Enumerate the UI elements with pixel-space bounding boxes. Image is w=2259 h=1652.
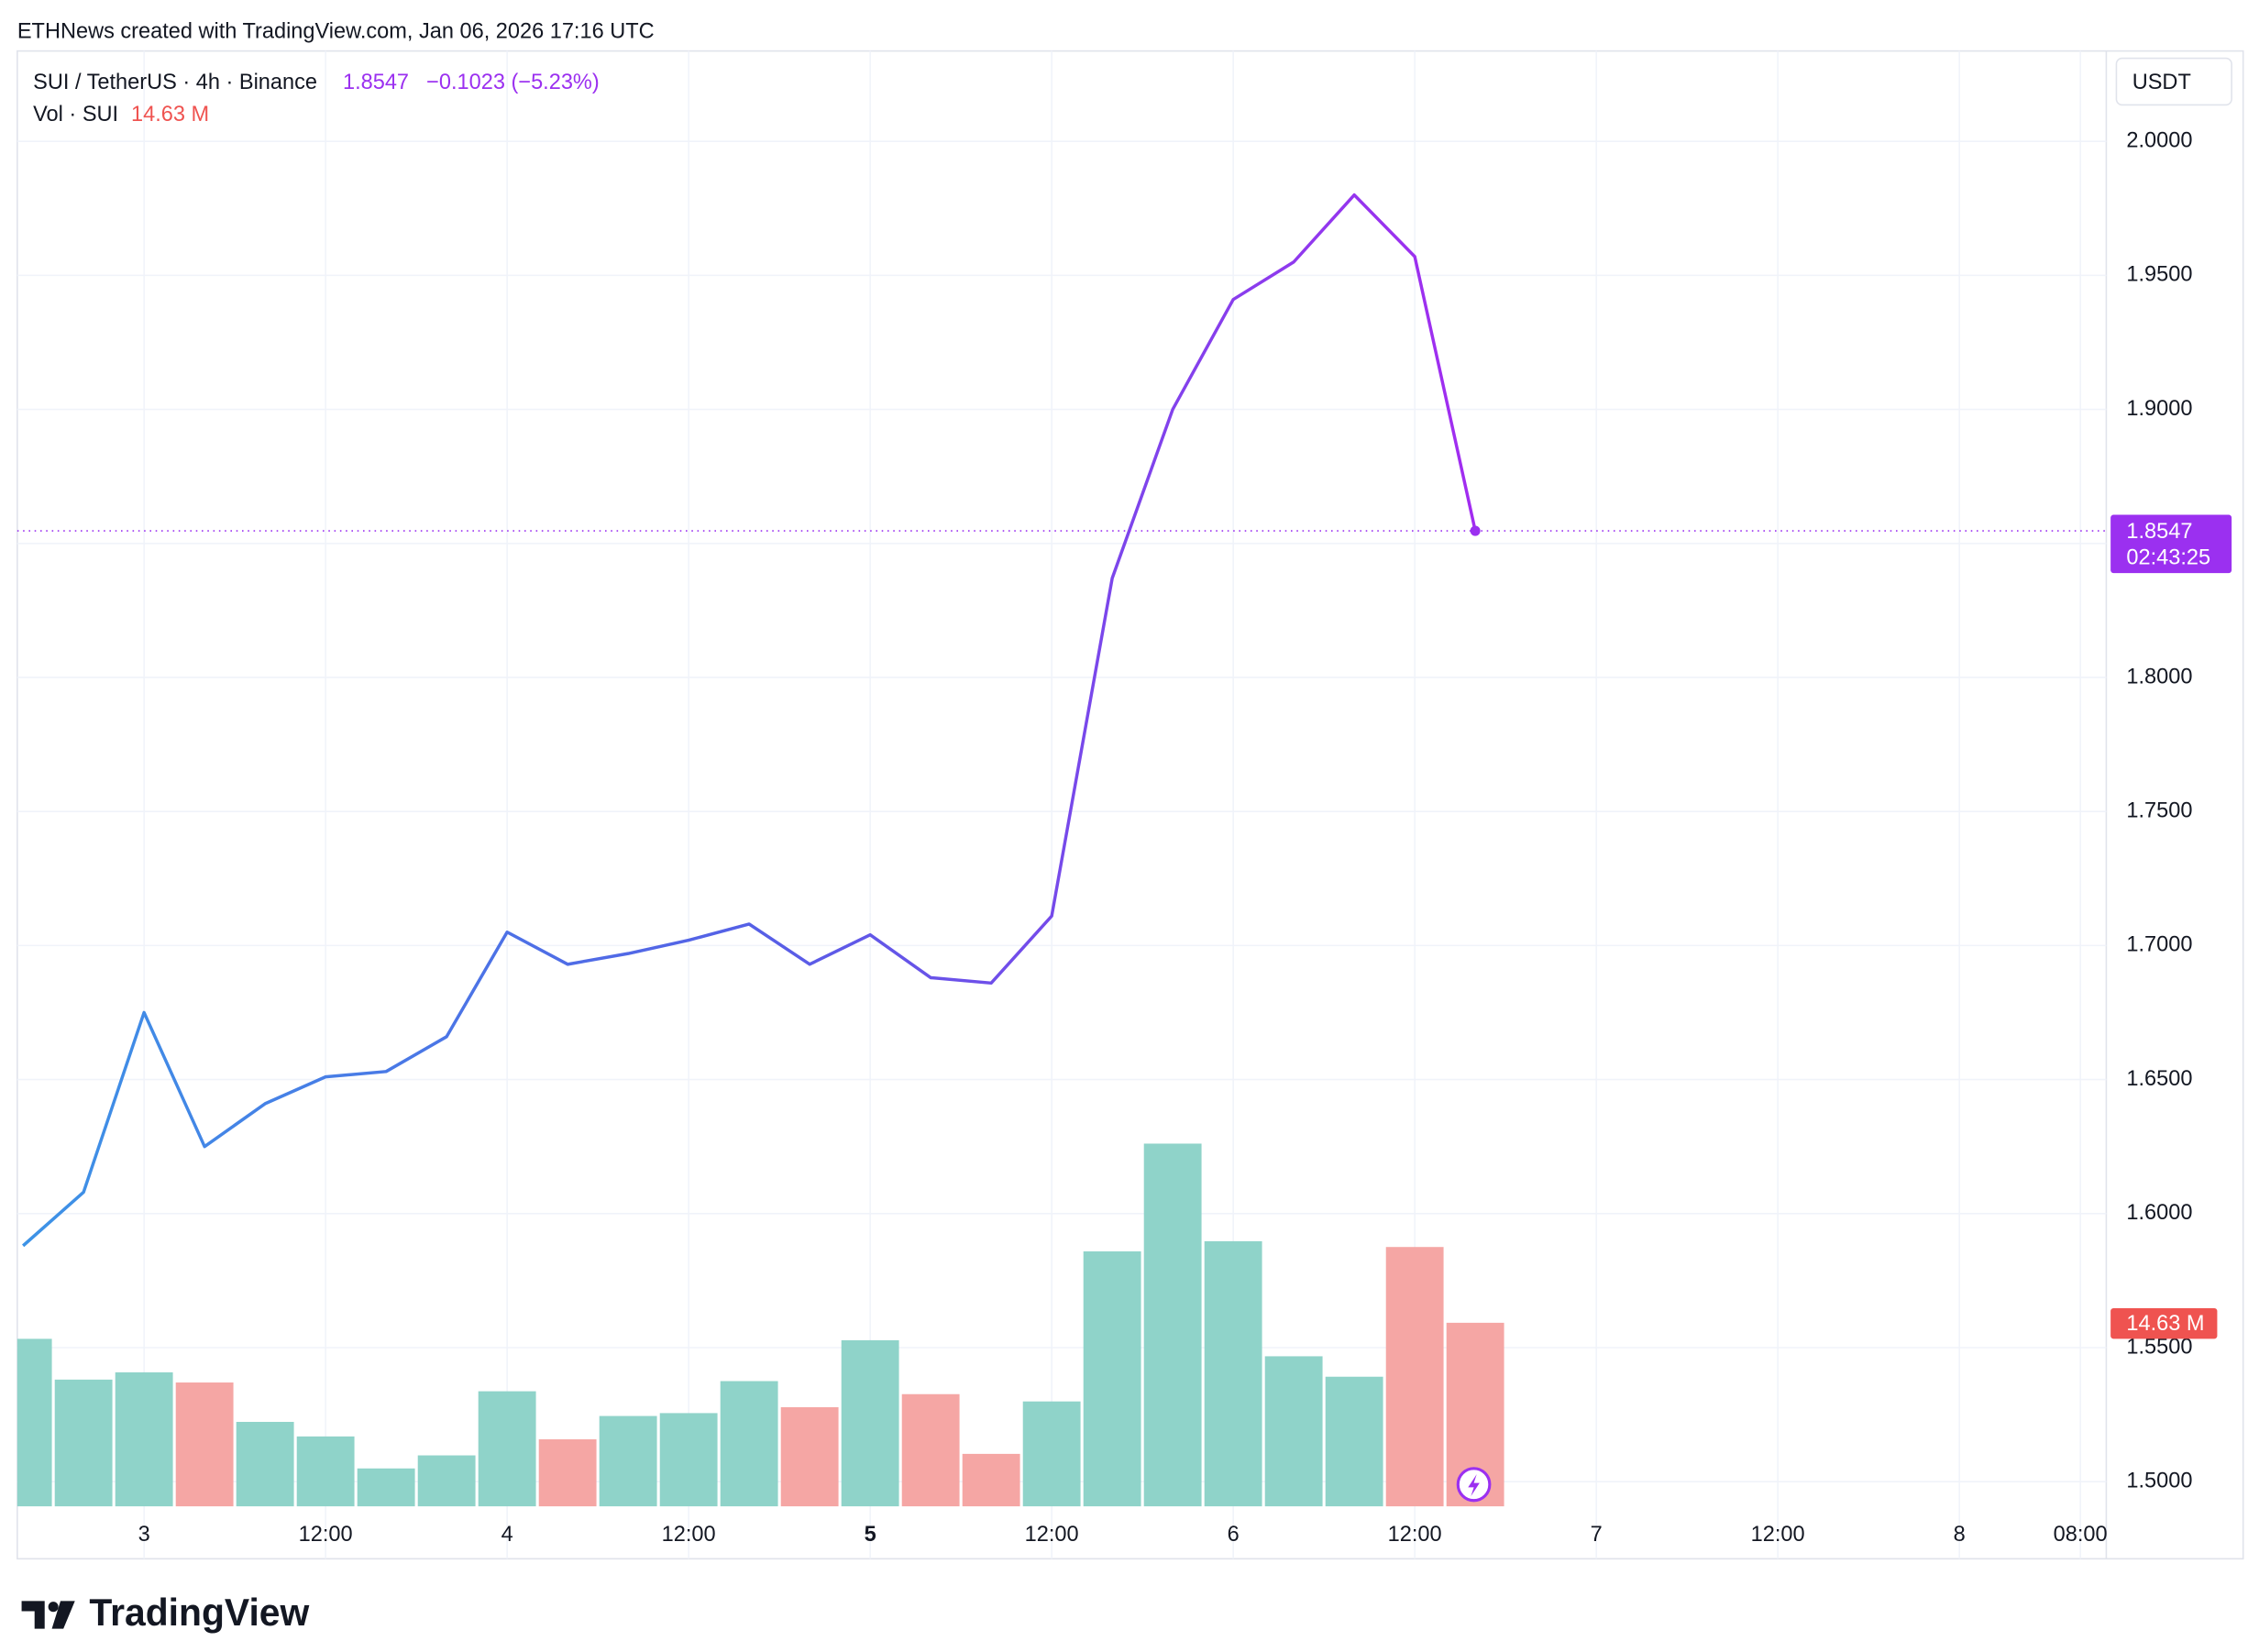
volume-bar: [1022, 1401, 1081, 1507]
currency-box[interactable]: [2115, 57, 2232, 106]
volume-bar: [901, 1393, 960, 1507]
volume-bar: [1325, 1376, 1383, 1507]
volume-bar: [1143, 1143, 1202, 1507]
price-tag: [2110, 514, 2232, 574]
y-tick-label: 1.7000: [2126, 933, 2192, 957]
volume-bar: [1083, 1251, 1141, 1507]
volume-tag-label: 14.63 M: [2126, 1312, 2204, 1336]
x-tick-label: 12:00: [1751, 1523, 1805, 1547]
x-tick-label: 5: [865, 1523, 876, 1547]
x-tick-label: 12:00: [1388, 1523, 1442, 1547]
volume-bar: [296, 1436, 355, 1507]
chart-frame: [17, 50, 2244, 1560]
volume-bar: [236, 1421, 294, 1507]
volume-bar: [115, 1371, 173, 1507]
volume-bar: [54, 1379, 113, 1507]
x-tick-label: 4: [501, 1523, 513, 1547]
countdown: 02:43:25: [2126, 545, 2210, 569]
currency[interactable]: USDT: [2132, 71, 2191, 94]
x-tick-label: 12:00: [1025, 1523, 1079, 1547]
symbol: SUI / TetherUS · 4h · Binance: [33, 71, 317, 94]
volume-bar: [659, 1413, 718, 1507]
logo-icon: [21, 1601, 75, 1629]
y-tick-label: 1.9000: [2126, 397, 2192, 421]
grid: [17, 50, 2107, 1559]
volume-bar: [417, 1455, 476, 1507]
x-tick-label: 7: [1591, 1523, 1603, 1547]
y-tick-label: 1.5000: [2126, 1469, 2192, 1492]
volume-bar: [1264, 1356, 1323, 1507]
volume-bar: [538, 1439, 597, 1507]
lightning: [1468, 1474, 1480, 1496]
y-tick-label: 1.6000: [2126, 1201, 2192, 1225]
y-tick-label: 1.8000: [2126, 665, 2192, 688]
volume-bar: [17, 1338, 52, 1507]
y-tick-label: 1.6500: [2126, 1067, 2192, 1091]
x-tick-label: 12:00: [662, 1523, 716, 1547]
x-tick-label: 08:00: [2054, 1523, 2108, 1547]
volume-bar: [478, 1391, 536, 1507]
volume-bar: [962, 1453, 1020, 1507]
volume-name: Vol · SUI: [33, 103, 118, 127]
header-volume: 14.63 M: [131, 103, 209, 127]
volume-bar: [1204, 1240, 1262, 1507]
plot: [17, 193, 2107, 1248]
caption: ETHNews created with TradingView.com, Ja…: [17, 19, 655, 43]
volume-bar: [357, 1468, 415, 1507]
volume-bar: [599, 1415, 657, 1507]
x-tick-label: 3: [138, 1523, 150, 1547]
x-tick-label: 8: [1954, 1523, 1966, 1547]
logo-text: TradingView: [89, 1591, 310, 1634]
volume-tag: [2110, 1307, 2218, 1339]
volume-bars: [17, 1143, 1504, 1507]
volume-bar: [720, 1381, 778, 1507]
volume-bar: [841, 1339, 899, 1507]
volume-bar: [780, 1406, 839, 1507]
y-tick-label: 1.9500: [2126, 263, 2192, 287]
price-tag-label: 1.8547: [2126, 520, 2192, 544]
header-price: 1.8547: [343, 71, 409, 94]
x-tick-label: 12:00: [299, 1523, 353, 1547]
y-tick-label: 1.5500: [2126, 1335, 2192, 1359]
header-change: −0.1023 (−5.23%): [426, 71, 600, 94]
y-tick-label: 1.7500: [2126, 798, 2192, 822]
x-tick-label: 6: [1228, 1523, 1240, 1547]
last-point: [1470, 525, 1481, 536]
volume-bar: [175, 1382, 234, 1507]
y-tick-label: 2.0000: [2126, 128, 2192, 152]
price-line: [22, 193, 1477, 1248]
volume-bar: [1385, 1247, 1444, 1507]
